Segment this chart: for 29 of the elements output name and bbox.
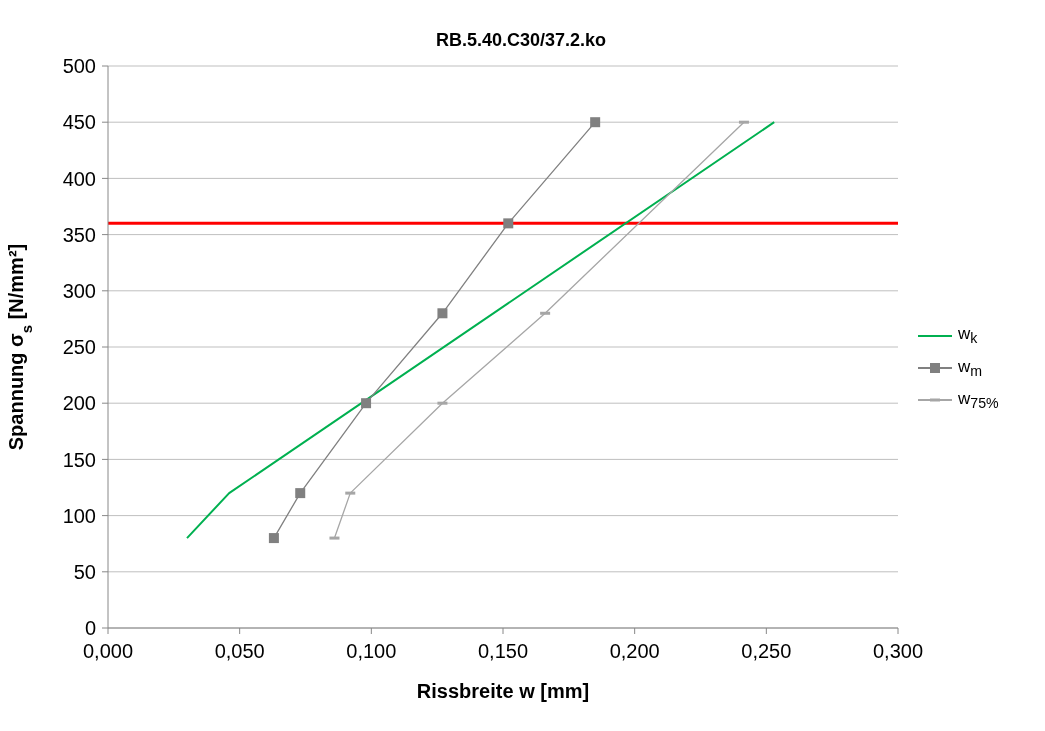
x-tick-label: 0,100: [346, 640, 397, 663]
legend-label: w$_{k}$: [958, 324, 978, 347]
y-tick-label: 350: [62, 223, 96, 246]
y-tick-label: 100: [62, 504, 96, 527]
point: [590, 117, 601, 128]
x-tick-label: 0,250: [741, 640, 792, 663]
x-tick-label: 0,200: [609, 640, 660, 663]
legend-label: w$_{75%}$: [958, 389, 999, 412]
x-tick-label: 0,150: [477, 640, 529, 663]
x-tick-label: 0,300: [872, 640, 924, 663]
x-tick-label: 0,050: [214, 640, 265, 663]
y-tick-label: 0: [84, 617, 96, 640]
point: [361, 398, 372, 409]
y-tick-label: 50: [73, 560, 96, 583]
y-tick-label: 300: [62, 279, 96, 302]
y-tick-label: 200: [62, 392, 96, 415]
point: [503, 218, 514, 229]
point: [295, 488, 306, 499]
y-tick-label: 400: [62, 167, 96, 190]
chart-title: RB.5.40.C30/37.2.ko: [434, 30, 608, 51]
x-axis-title: Rissbreite w [mm]: [416, 680, 590, 702]
point: [437, 308, 448, 319]
legend-label: w$_{m}$: [958, 356, 983, 380]
y-tick-label: 500: [62, 55, 96, 78]
y-tick-label: 250: [62, 336, 96, 359]
y-tick-label: 150: [62, 448, 96, 471]
y-tick-label: 450: [62, 111, 96, 134]
x-tick-label: 0,000: [82, 640, 134, 663]
point: [268, 533, 279, 544]
